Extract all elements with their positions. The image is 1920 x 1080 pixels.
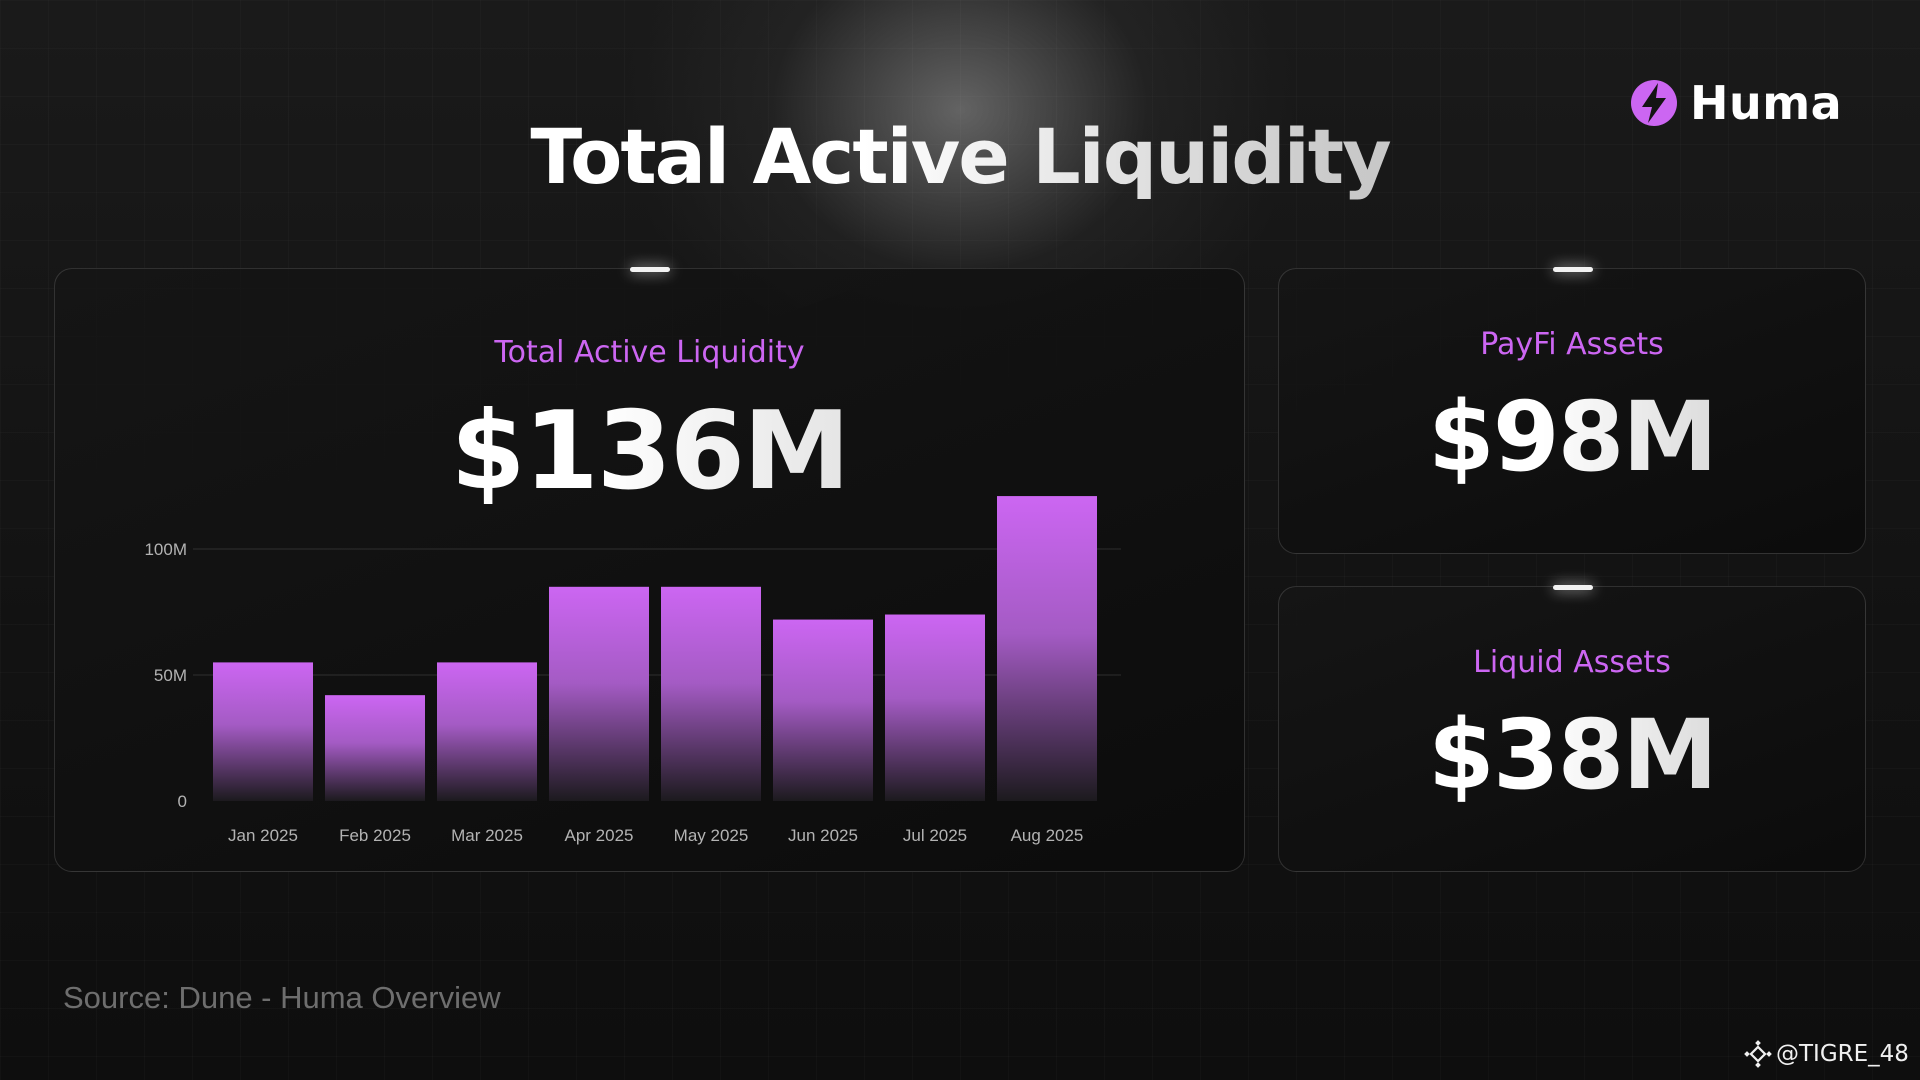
- total-liquidity-card: Total Active Liquidity $136M 0 50M 100M Jan…: [54, 267, 1245, 872]
- x-tick-label: Mar 2025: [451, 826, 523, 845]
- bar-jun-2025: [773, 619, 873, 801]
- x-tick-label: Jan 2025: [228, 826, 298, 845]
- x-tick-label: Apr 2025: [565, 826, 634, 845]
- x-tick-label: Feb 2025: [339, 826, 411, 845]
- binance-icon: [1744, 1040, 1772, 1068]
- liquid-assets-card: Liquid Assets $38M: [1278, 585, 1866, 872]
- liquid-assets-label: Liquid Assets: [1473, 645, 1671, 680]
- liquidity-bar-chart: 0 50M 100M Jan 2025 Feb 2025 Mar 2025 Apr 2025…: [144, 496, 1121, 845]
- y-tick-label: 0: [178, 792, 187, 811]
- source-caption: Source: Dune - Huma Overview: [63, 980, 501, 1015]
- total-liquidity-label: Total Active Liquidity: [494, 335, 805, 370]
- huma-logo-text: Huma: [1690, 76, 1843, 130]
- watermark: @TIGRE_48: [1744, 1039, 1909, 1069]
- bar-apr-2025: [549, 586, 649, 801]
- bar-may-2025: [661, 586, 761, 801]
- bar-jan-2025: [213, 662, 313, 801]
- watermark-handle: @TIGRE_48: [1776, 1041, 1909, 1067]
- bar-feb-2025: [325, 695, 425, 801]
- x-tick-label: Jul 2025: [903, 826, 967, 845]
- x-tick-label: Aug 2025: [1011, 826, 1084, 845]
- payfi-assets-value: $98M: [1279, 381, 1865, 493]
- y-tick-label: 100M: [144, 540, 187, 559]
- payfi-assets-card: PayFi Assets $98M: [1278, 267, 1866, 554]
- payfi-assets-label: PayFi Assets: [1480, 327, 1664, 362]
- page-title: Total Active Liquidity: [0, 112, 1920, 201]
- liquid-assets-value: $38M: [1279, 699, 1865, 811]
- card-top-glow: [1553, 267, 1593, 272]
- huma-logo: Huma: [1630, 76, 1842, 130]
- x-tick-label: May 2025: [674, 826, 749, 845]
- bar-aug-2025: [997, 496, 1097, 801]
- total-liquidity-value: $136M: [55, 389, 1244, 514]
- card-top-glow: [1553, 585, 1593, 590]
- bar-mar-2025: [437, 662, 537, 801]
- card-top-glow: [630, 267, 670, 272]
- bar-jul-2025: [885, 614, 985, 801]
- huma-logo-icon: [1631, 80, 1677, 126]
- y-tick-label: 50M: [154, 666, 187, 685]
- x-tick-label: Jun 2025: [788, 826, 858, 845]
